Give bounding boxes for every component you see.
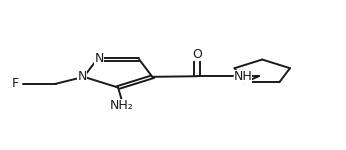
- Text: O: O: [192, 48, 202, 61]
- Text: NH: NH: [234, 70, 253, 83]
- Text: N: N: [78, 70, 87, 83]
- Text: NH₂: NH₂: [110, 99, 134, 112]
- Text: F: F: [11, 77, 18, 90]
- Text: N: N: [94, 52, 104, 65]
